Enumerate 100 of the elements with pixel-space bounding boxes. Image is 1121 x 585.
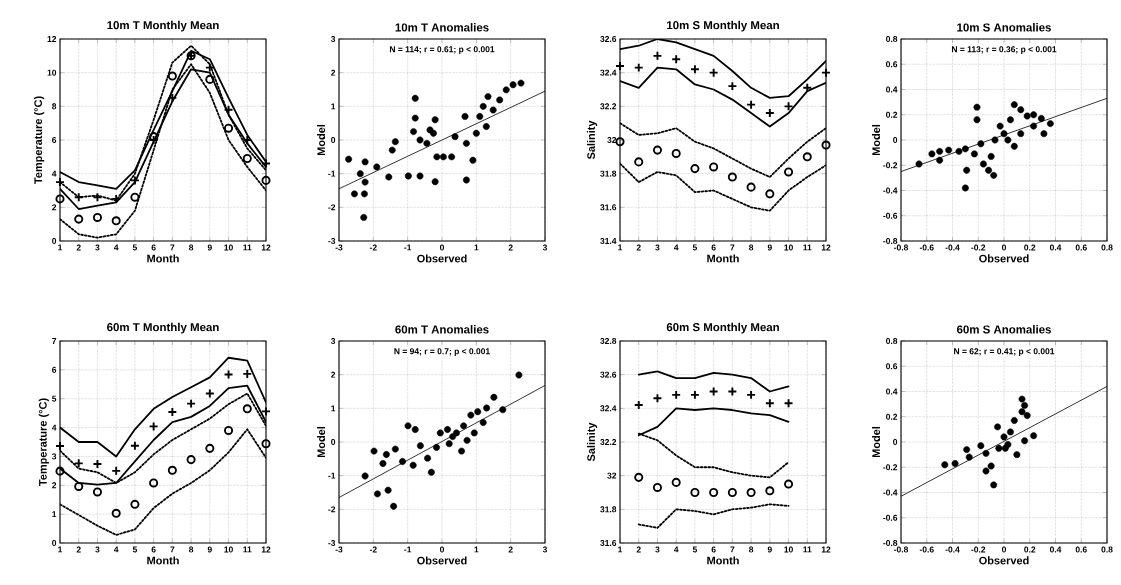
point — [709, 162, 719, 172]
point — [499, 406, 507, 414]
x-tick-label: 7 — [730, 244, 735, 251]
x-tick-label: 3 — [95, 244, 100, 251]
x-axis-title: Month — [147, 556, 179, 565]
x-tick-label: 10 — [784, 244, 793, 251]
point — [379, 460, 387, 467]
x-tick-label: -1 — [404, 244, 412, 251]
chart-title: 10m S Anomalies — [957, 23, 1051, 32]
point — [708, 67, 719, 78]
point — [129, 440, 140, 451]
y-tick-label: 12 — [47, 36, 57, 42]
x-tick-label: 8 — [189, 244, 194, 251]
x-axis-title: Observed — [417, 254, 467, 263]
point — [671, 477, 681, 487]
point — [409, 461, 417, 469]
point — [111, 465, 122, 476]
y-tick-label: 0 — [52, 238, 57, 244]
x-tick-label: 6 — [711, 244, 716, 251]
point — [444, 426, 451, 433]
point — [982, 449, 990, 457]
x-tick-label: 6 — [151, 244, 156, 251]
point — [451, 133, 459, 141]
point — [385, 173, 393, 181]
point — [764, 398, 775, 409]
y-axis-title: Model — [317, 124, 326, 156]
point — [410, 128, 417, 136]
point — [436, 429, 444, 437]
point — [979, 160, 987, 168]
point — [55, 441, 65, 451]
x-tick-label: 10 — [224, 546, 233, 553]
point — [345, 155, 353, 163]
point — [985, 166, 992, 174]
annotation: N = 114; r = 0.61; p < 0.001 — [389, 46, 495, 54]
x-tick-label: 9 — [767, 546, 772, 553]
chart-title: 10m T Monthly Mean — [107, 20, 219, 32]
x-tick-label: 0 — [439, 244, 445, 251]
point — [476, 112, 484, 120]
point — [955, 147, 963, 155]
point — [727, 172, 737, 182]
point — [388, 146, 396, 154]
point — [1023, 412, 1031, 419]
point — [1023, 112, 1031, 120]
point — [351, 190, 358, 198]
x-tick-label: 11 — [243, 546, 252, 553]
y-tick-label: -3 — [328, 540, 336, 546]
point — [204, 62, 215, 73]
point — [689, 64, 700, 75]
point — [690, 164, 700, 174]
point — [361, 158, 369, 166]
y-tick-label: -0.8 — [883, 238, 898, 244]
point — [990, 481, 998, 489]
point — [411, 94, 419, 102]
point — [1018, 395, 1026, 403]
x-tick-label: 3 — [542, 546, 548, 553]
x-tick-label: 0 — [1001, 244, 1007, 251]
point — [671, 148, 681, 158]
point — [382, 451, 390, 458]
y-tick-label: 2 — [331, 371, 336, 378]
y-tick-label: 32.8 — [600, 338, 617, 344]
point — [1037, 115, 1045, 122]
x-tick-label: 10 — [784, 546, 793, 553]
point — [374, 490, 381, 498]
point — [994, 423, 1002, 431]
point — [490, 393, 498, 401]
y-tick-label: 31.6 — [600, 204, 617, 211]
point — [391, 445, 399, 453]
point — [55, 466, 65, 476]
x-tick-label: 3 — [655, 546, 660, 553]
point — [411, 426, 419, 433]
y-tick-label: 31.6 — [600, 540, 617, 546]
x-tick-label: 11 — [803, 546, 812, 553]
y-tick-label: 5 — [52, 395, 57, 402]
point — [467, 411, 475, 419]
x-tick-label: 7 — [170, 546, 175, 553]
y-tick-label: 1 — [331, 103, 336, 110]
point — [482, 123, 490, 130]
point — [633, 400, 644, 410]
x-tick-label: 1 — [618, 244, 623, 251]
point — [502, 86, 510, 94]
point — [784, 479, 794, 489]
chart-title: 10m T Anomalies — [395, 23, 489, 32]
y-tick-label: -0.2 — [883, 464, 898, 471]
point — [439, 153, 447, 161]
y-axis-title: Salinity — [586, 422, 598, 462]
point — [111, 216, 121, 226]
y-tick-label: -1 — [328, 472, 336, 479]
y-tick-label: 31.4 — [600, 238, 617, 244]
point — [965, 453, 973, 461]
y-tick-label: 0.6 — [886, 363, 898, 370]
point — [411, 114, 419, 122]
annotation: N = 62; r = 0.41; p < 0.001 — [954, 348, 1055, 356]
point — [615, 137, 625, 147]
x-tick-label: 0.8 — [1101, 244, 1113, 251]
x-axis-title: Observed — [417, 556, 467, 565]
y-tick-label: 0.4 — [886, 388, 898, 395]
x-tick-label: 12 — [821, 244, 831, 251]
x-tick-label: 9 — [207, 546, 212, 553]
x-tick-label: 0.6 — [1075, 546, 1087, 553]
point — [55, 194, 65, 204]
